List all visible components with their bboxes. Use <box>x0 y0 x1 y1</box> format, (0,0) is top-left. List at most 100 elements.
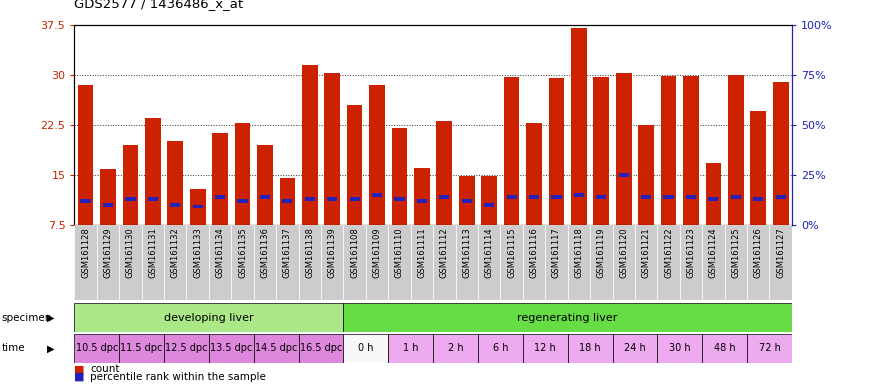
Text: GSM161123: GSM161123 <box>687 227 696 278</box>
Bar <box>213 133 228 225</box>
Bar <box>708 197 718 200</box>
Bar <box>481 176 497 225</box>
Bar <box>663 195 674 199</box>
Text: GSM161108: GSM161108 <box>350 227 359 278</box>
Bar <box>231 225 254 300</box>
Bar <box>142 225 164 300</box>
Text: percentile rank within the sample: percentile rank within the sample <box>90 372 266 382</box>
Text: GSM161119: GSM161119 <box>597 227 605 278</box>
Text: GSM161134: GSM161134 <box>215 227 225 278</box>
Bar <box>500 225 523 300</box>
Bar <box>414 168 430 225</box>
Bar <box>100 169 116 225</box>
Text: GSM161136: GSM161136 <box>261 227 270 278</box>
Text: GSM161125: GSM161125 <box>732 227 740 278</box>
Text: 72 h: 72 h <box>759 343 780 354</box>
Text: 2 h: 2 h <box>448 343 464 354</box>
Bar <box>254 225 276 300</box>
Bar <box>343 334 388 363</box>
Bar <box>327 197 338 200</box>
Bar <box>747 334 792 363</box>
Bar <box>507 195 517 199</box>
Bar <box>593 77 609 225</box>
Bar <box>234 123 250 225</box>
Bar <box>125 197 136 200</box>
Bar <box>283 199 292 202</box>
Text: GSM161111: GSM161111 <box>417 227 426 278</box>
Bar <box>145 118 161 225</box>
Text: GDS2577 / 1436486_x_at: GDS2577 / 1436486_x_at <box>74 0 243 10</box>
Text: GSM161114: GSM161114 <box>485 227 493 278</box>
Bar <box>298 225 321 300</box>
Bar <box>612 225 635 300</box>
Bar <box>523 334 568 363</box>
Bar <box>349 197 360 200</box>
Bar <box>705 163 721 225</box>
Bar <box>523 225 545 300</box>
Bar <box>747 225 769 300</box>
Text: ■: ■ <box>74 364 88 374</box>
Text: GSM161126: GSM161126 <box>753 227 763 278</box>
Bar <box>661 76 676 225</box>
Text: GSM161116: GSM161116 <box>529 227 538 278</box>
Bar <box>478 334 523 363</box>
Text: 0 h: 0 h <box>358 343 374 354</box>
Bar <box>395 197 404 200</box>
Text: GSM161139: GSM161139 <box>328 227 337 278</box>
Bar <box>728 75 744 225</box>
Bar <box>484 203 494 207</box>
Text: 12 h: 12 h <box>535 343 556 354</box>
Bar <box>388 334 433 363</box>
Bar <box>74 303 343 332</box>
Bar <box>433 225 456 300</box>
Bar <box>279 178 295 225</box>
Text: ▶: ▶ <box>47 343 54 354</box>
Text: GSM161133: GSM161133 <box>193 227 202 278</box>
Bar <box>703 225 724 300</box>
Bar <box>123 145 138 225</box>
Bar <box>321 225 343 300</box>
Bar <box>612 334 657 363</box>
Text: 11.5 dpc: 11.5 dpc <box>121 343 163 354</box>
Bar <box>526 123 542 225</box>
Bar <box>260 195 270 199</box>
Bar <box>657 225 680 300</box>
Bar <box>74 334 119 363</box>
Bar <box>551 195 562 199</box>
Bar <box>325 73 340 225</box>
Text: 48 h: 48 h <box>714 343 735 354</box>
Bar <box>97 225 119 300</box>
Text: GSM161112: GSM161112 <box>440 227 449 278</box>
Bar <box>686 195 696 199</box>
Text: ▶: ▶ <box>47 313 54 323</box>
Text: GSM161135: GSM161135 <box>238 227 247 278</box>
Bar <box>78 85 94 225</box>
Text: GSM161129: GSM161129 <box>103 227 113 278</box>
Text: count: count <box>90 364 120 374</box>
Text: ■: ■ <box>74 372 88 382</box>
Bar <box>596 195 606 199</box>
Text: GSM161110: GSM161110 <box>395 227 404 278</box>
Bar <box>753 197 763 200</box>
Bar <box>504 77 520 225</box>
Bar <box>433 334 478 363</box>
Text: 12.5 dpc: 12.5 dpc <box>165 343 207 354</box>
Text: time: time <box>2 343 25 354</box>
Bar <box>119 225 142 300</box>
Text: GSM161137: GSM161137 <box>283 227 292 278</box>
Text: GSM161124: GSM161124 <box>709 227 717 278</box>
Bar <box>167 141 183 225</box>
Bar <box>657 334 703 363</box>
Bar <box>439 195 450 199</box>
Text: 18 h: 18 h <box>579 343 601 354</box>
Text: 1 h: 1 h <box>403 343 418 354</box>
Bar <box>148 197 158 200</box>
Bar <box>549 78 564 225</box>
Bar <box>571 28 587 225</box>
Bar <box>683 76 699 225</box>
Bar <box>304 197 315 200</box>
Bar <box>775 195 786 199</box>
Bar <box>680 225 703 300</box>
Text: 14.5 dpc: 14.5 dpc <box>255 343 298 354</box>
Bar <box>254 334 298 363</box>
